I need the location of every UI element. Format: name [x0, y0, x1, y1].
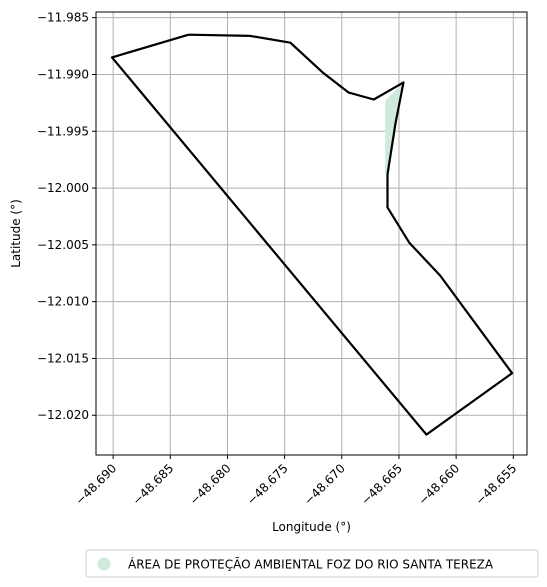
x-axis-ticks: −48.690 −48.685 −48.680 −48.675 −48.670 −48.6… — [73, 455, 520, 508]
y-axis-label: Latitude (°) — [9, 199, 23, 268]
y-tick-label: −12.000 — [37, 181, 89, 195]
y-tick-label: −12.015 — [37, 351, 89, 365]
x-axis-label: Longitude (°) — [272, 520, 351, 534]
y-tick-label: −11.995 — [37, 124, 89, 138]
x-tick-label: −48.685 — [130, 461, 177, 508]
x-tick-label: −48.655 — [473, 461, 520, 508]
legend-box — [85, 549, 539, 578]
y-tick-label: −11.985 — [37, 11, 89, 25]
legend-marker — [97, 557, 111, 571]
y-axis-ticks: −11.985 −11.990 −11.995 −12.000 −12.005 −12.0… — [37, 11, 96, 422]
legend: ÁREA DE PROTEÇÃO AMBIENTAL FOZ DO RIO SA… — [85, 549, 539, 578]
x-tick-label: −48.665 — [358, 461, 405, 508]
x-tick-label: −48.680 — [187, 461, 234, 508]
y-tick-label: −12.005 — [37, 238, 89, 252]
y-tick-label: −12.010 — [37, 295, 89, 309]
plot-area — [96, 12, 527, 455]
legend-label: ÁREA DE PROTEÇÃO AMBIENTAL FOZ DO RIO SA… — [128, 557, 494, 572]
y-tick-label: −11.990 — [37, 67, 89, 81]
protected-area-outline — [110, 33, 514, 436]
x-tick-label: −48.690 — [73, 461, 120, 508]
x-tick-label: −48.670 — [301, 461, 348, 508]
y-tick-label: −12.020 — [37, 408, 89, 422]
x-tick-label: −48.675 — [244, 461, 291, 508]
axes-frame — [95, 11, 528, 456]
x-tick-label: −48.660 — [416, 461, 463, 508]
